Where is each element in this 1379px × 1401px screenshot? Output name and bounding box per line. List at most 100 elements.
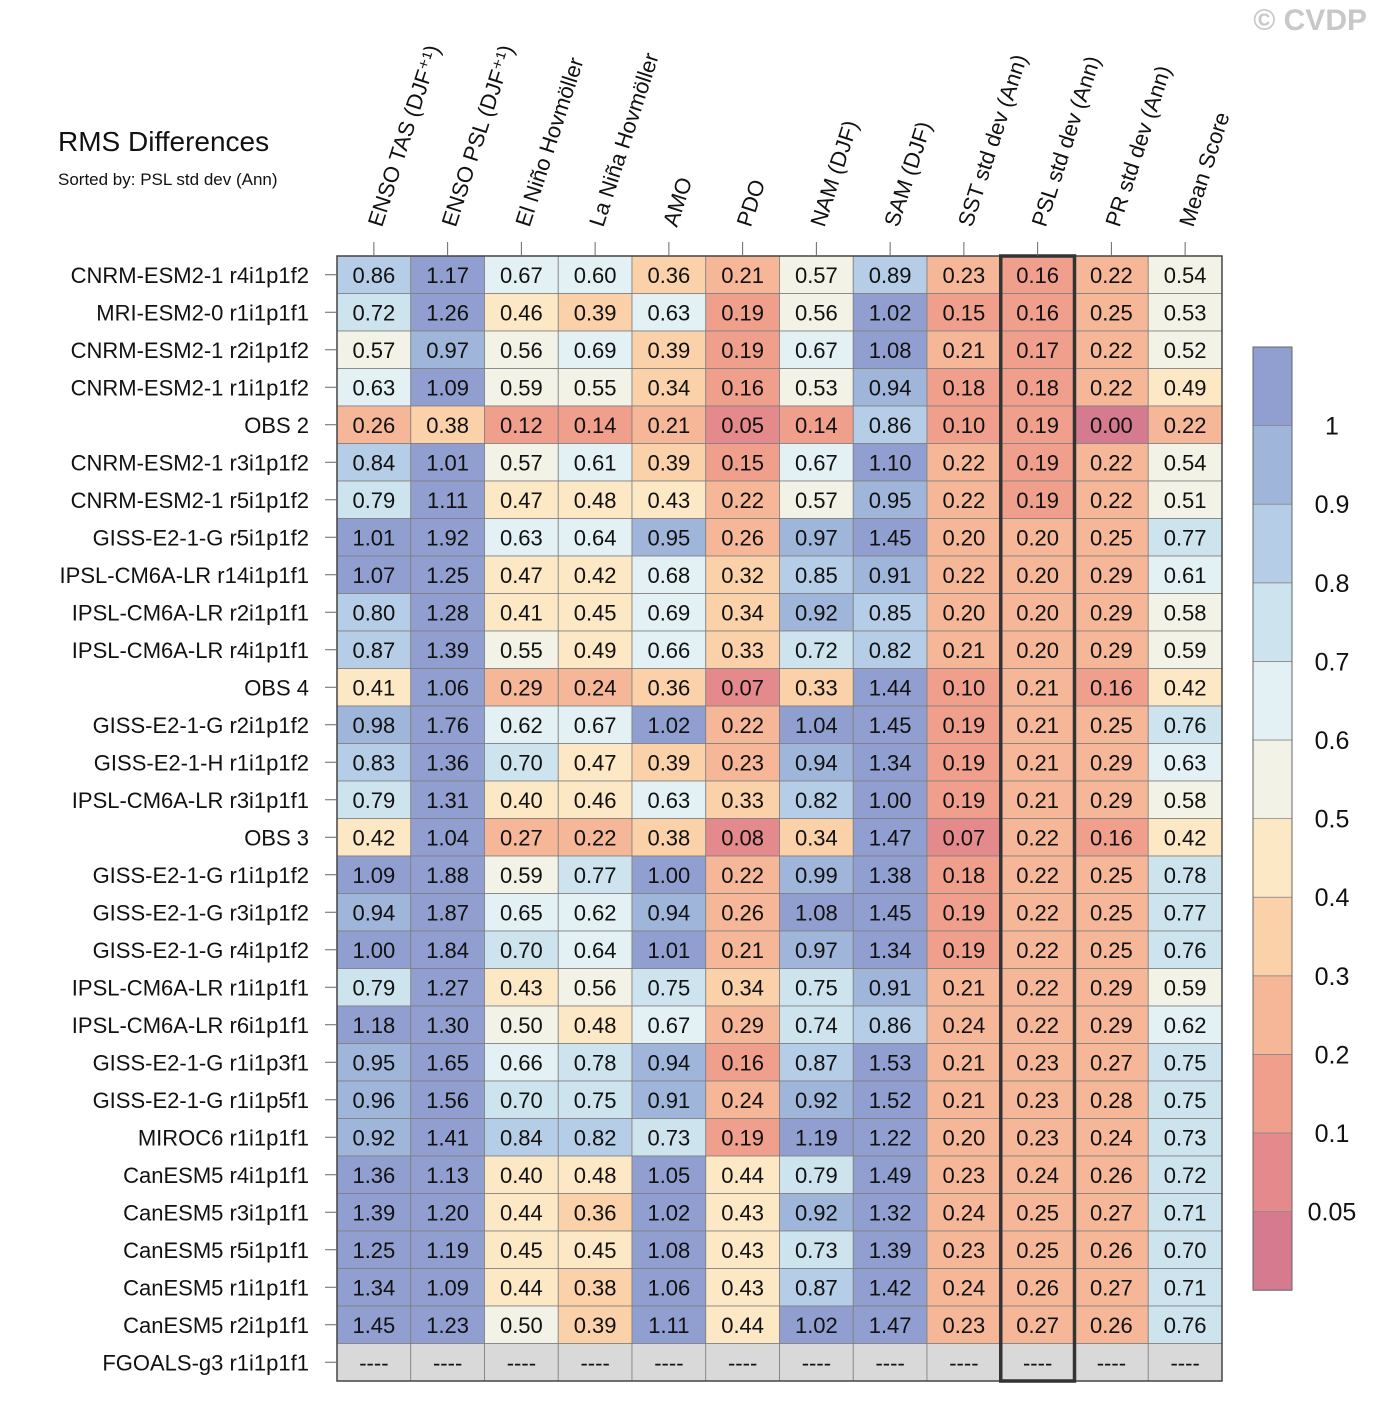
row-label: IPSL-CM6A-LR r2i1p1f1 bbox=[72, 600, 309, 625]
cell-value-label: 0.73 bbox=[795, 1238, 838, 1263]
heatmap-cell bbox=[336, 1005, 412, 1044]
cell-value-label: 0.19 bbox=[721, 338, 764, 363]
cell-value-label: 0.22 bbox=[942, 488, 985, 513]
cell-value-label: 0.47 bbox=[500, 563, 543, 588]
cell-value-label: 0.23 bbox=[1016, 1088, 1059, 1113]
cell-value-label: 0.25 bbox=[1090, 900, 1133, 925]
heatmap-cell bbox=[779, 705, 854, 744]
colorbar-segment bbox=[1252, 975, 1293, 1055]
cell-value-label: 0.26 bbox=[1016, 1275, 1059, 1300]
heatmap-cell bbox=[705, 1118, 780, 1157]
cell-value-label: 1.56 bbox=[426, 1088, 469, 1113]
cell-value-label: 0.87 bbox=[352, 638, 395, 663]
colorbar-label: 0.6 bbox=[1315, 727, 1350, 755]
cell-value-label: 0.63 bbox=[647, 300, 690, 325]
cell-value-label: 0.75 bbox=[1164, 1050, 1207, 1075]
cell-value-label: 0.94 bbox=[869, 375, 912, 400]
heatmap-cell bbox=[557, 1080, 633, 1119]
cell-value-label: 0.41 bbox=[500, 600, 543, 625]
row-label: GISS-E2-1-G r1i1p5f1 bbox=[93, 1088, 309, 1113]
heatmap-cell bbox=[1147, 1268, 1223, 1307]
heatmap-cell bbox=[1147, 893, 1223, 932]
heatmap-cell bbox=[1147, 668, 1223, 707]
cell-value-label: 0.71 bbox=[1164, 1200, 1207, 1225]
cell-value-label: 0.14 bbox=[795, 413, 838, 438]
cell-value-label: 0.70 bbox=[1164, 1238, 1207, 1263]
cell-value-label: 0.57 bbox=[352, 338, 395, 363]
cell-value-label: 1.09 bbox=[426, 375, 469, 400]
heatmap-cell bbox=[1147, 1193, 1223, 1232]
colorbar-segment bbox=[1252, 1132, 1293, 1212]
heatmap-cell bbox=[1074, 855, 1149, 894]
cell-value-label: 0.61 bbox=[1164, 563, 1207, 588]
cell-value-label: 0.91 bbox=[647, 1088, 690, 1113]
cell-value-label: 0.23 bbox=[942, 1163, 985, 1188]
heatmap-cell bbox=[1074, 1080, 1149, 1119]
heatmap-cell bbox=[631, 293, 707, 332]
colorbar-label: 0.4 bbox=[1315, 884, 1350, 912]
heatmap-cell bbox=[336, 968, 412, 1007]
heatmap-cell bbox=[1147, 330, 1223, 369]
heatmap-cell bbox=[926, 1193, 1002, 1232]
heatmap-cell bbox=[1074, 480, 1149, 519]
cell-value-label: 0.67 bbox=[500, 263, 543, 288]
cell-value-label: 0.27 bbox=[1090, 1200, 1133, 1225]
heatmap-cell bbox=[631, 705, 707, 744]
cell-value-label: 1.11 bbox=[648, 1313, 689, 1338]
cell-value-label: 0.72 bbox=[1164, 1163, 1207, 1188]
cell-value-label: 1.84 bbox=[426, 938, 469, 963]
cell-value-label: ---- bbox=[949, 1350, 978, 1375]
cell-value-label: 0.22 bbox=[942, 563, 985, 588]
heatmap-cell bbox=[926, 1155, 1002, 1194]
heatmap-cell bbox=[484, 1118, 559, 1157]
heatmap-cell bbox=[852, 968, 928, 1007]
cell-value-label: 0.20 bbox=[942, 600, 985, 625]
heatmap-cell bbox=[852, 443, 928, 482]
heatmap-cell bbox=[779, 1343, 854, 1382]
heatmap-cell bbox=[484, 705, 559, 744]
colorbar-segment bbox=[1252, 346, 1293, 426]
cell-value-label: 0.98 bbox=[352, 713, 395, 738]
heatmap-cell bbox=[557, 855, 633, 894]
heatmap-cell bbox=[852, 1343, 928, 1382]
heatmap-cell bbox=[1074, 593, 1149, 632]
heatmap-cell bbox=[484, 743, 559, 782]
cell-value-label: 0.84 bbox=[352, 450, 395, 475]
cell-value-label: 0.39 bbox=[647, 338, 690, 363]
heatmap-cell bbox=[926, 1268, 1002, 1307]
cell-value-label: 0.26 bbox=[721, 525, 764, 550]
cell-value-label: 0.40 bbox=[500, 1163, 543, 1188]
heatmap-cell bbox=[1000, 893, 1075, 932]
row-label: CanESM5 r5i1p1f1 bbox=[123, 1238, 309, 1263]
heatmap-cell bbox=[557, 1305, 633, 1344]
cell-value-label: 1.06 bbox=[426, 675, 469, 700]
cell-value-label: 0.49 bbox=[1164, 375, 1207, 400]
cell-value-label: 0.67 bbox=[795, 450, 838, 475]
cell-value-label: 0.38 bbox=[574, 1275, 617, 1300]
heatmap-cell bbox=[336, 668, 412, 707]
cell-value-label: 0.48 bbox=[574, 488, 617, 513]
cell-value-label: 1.00 bbox=[647, 863, 690, 888]
cell-value-label: 0.82 bbox=[574, 1125, 617, 1150]
cell-value-label: 0.19 bbox=[721, 300, 764, 325]
heatmap-cell bbox=[852, 555, 928, 594]
heatmap-cell bbox=[557, 780, 633, 819]
colorbar-segment bbox=[1252, 739, 1293, 819]
row-label: IPSL-CM6A-LR r1i1p1f1 bbox=[72, 975, 309, 1000]
cell-value-label: 1.04 bbox=[426, 825, 469, 850]
cell-value-label: ---- bbox=[1170, 1350, 1199, 1375]
cell-value-label: 0.86 bbox=[869, 413, 912, 438]
cell-value-label: 1.02 bbox=[795, 1313, 838, 1338]
row-label: FGOALS-g3 r1i1p1f1 bbox=[102, 1350, 309, 1375]
heatmap-cell bbox=[705, 818, 780, 857]
cell-value-label: 0.17 bbox=[1016, 338, 1059, 363]
cell-value-label: 1.32 bbox=[869, 1200, 912, 1225]
heatmap-cell bbox=[484, 368, 559, 407]
heatmap-cell bbox=[1074, 968, 1149, 1007]
row-label: GISS-E2-1-G r2i1p1f2 bbox=[93, 713, 309, 738]
cell-value-label: 0.19 bbox=[942, 938, 985, 963]
cell-value-label: 1.25 bbox=[426, 563, 469, 588]
heatmap-cell bbox=[1147, 630, 1223, 669]
heatmap-cell bbox=[779, 1043, 854, 1082]
heatmap-cell bbox=[410, 1193, 485, 1232]
